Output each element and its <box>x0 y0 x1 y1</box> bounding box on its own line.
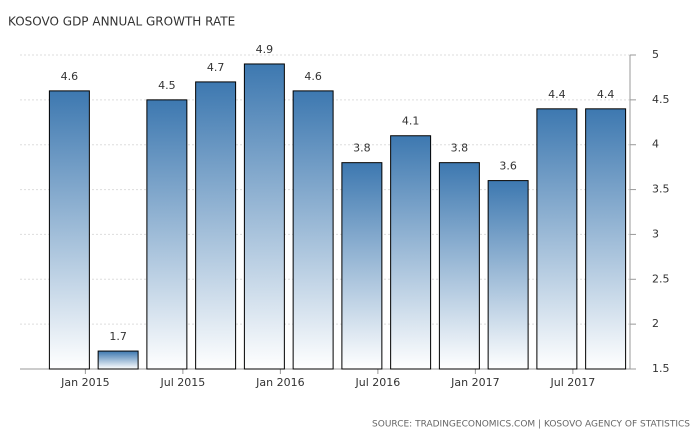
x-tick-label: Jan 2017 <box>450 376 499 389</box>
value-label: 4.5 <box>158 79 176 92</box>
x-tick-label: Jul 2016 <box>354 376 400 389</box>
y-tick-label: 1.5 <box>652 362 670 375</box>
x-tick-label: Jan 2015 <box>60 376 109 389</box>
value-label: 3.8 <box>451 142 469 155</box>
y-tick-label: 2.5 <box>652 272 670 285</box>
y-tick-label: 4 <box>652 138 659 151</box>
value-label: 1.7 <box>109 330 127 343</box>
value-label: 3.6 <box>499 160 517 173</box>
chart-title: KOSOVO GDP ANNUAL GROWTH RATE <box>8 15 235 29</box>
bar <box>243 63 285 370</box>
x-tick-label: Jul 2017 <box>549 376 595 389</box>
bar <box>585 108 627 370</box>
value-label: 4.7 <box>207 61 225 74</box>
bar <box>292 90 334 370</box>
bar <box>536 108 578 370</box>
x-tick-label: Jul 2015 <box>159 376 205 389</box>
bar <box>487 180 529 370</box>
bar <box>48 90 90 370</box>
bar <box>341 162 383 370</box>
y-tick-label: 3 <box>652 227 659 240</box>
bar <box>146 99 188 370</box>
bar <box>97 350 139 370</box>
y-tick-label: 2 <box>652 317 659 330</box>
y-tick-label: 3.5 <box>652 183 670 196</box>
x-tick-label: Jan 2016 <box>255 376 304 389</box>
value-label: 4.4 <box>597 88 615 101</box>
source: SOURCE: TRADINGECONOMICS.COM | KOSOVO AG… <box>372 420 690 430</box>
value-label: 4.6 <box>61 70 79 83</box>
y-tick-label: 5 <box>652 48 659 61</box>
bar <box>438 162 480 370</box>
value-label: 4.6 <box>304 70 322 83</box>
value-label: 4.9 <box>256 43 274 56</box>
y-tick-label: 4.5 <box>652 93 670 106</box>
bar <box>195 81 237 370</box>
value-label: 3.8 <box>353 142 371 155</box>
value-label: 4.1 <box>402 115 420 128</box>
bar <box>390 135 432 370</box>
value-label: 4.4 <box>548 88 566 101</box>
